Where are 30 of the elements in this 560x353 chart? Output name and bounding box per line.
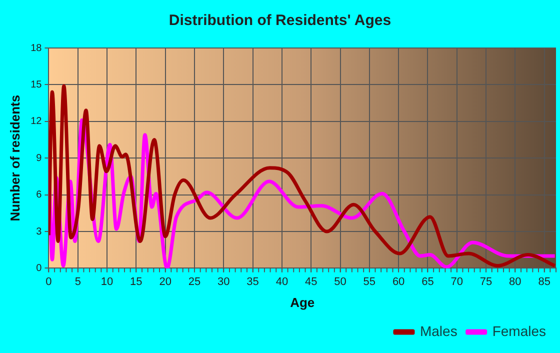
- x-tick-label: 65: [422, 276, 434, 288]
- x-tick-label: 45: [304, 276, 318, 288]
- x-tick-label: 50: [334, 276, 346, 288]
- x-axis-title: Age: [290, 294, 315, 310]
- x-tick-label: 60: [392, 276, 405, 288]
- y-tick-label: 3: [36, 226, 42, 238]
- x-tick-label: 35: [246, 276, 259, 288]
- x-tick-label: 10: [100, 276, 114, 288]
- y-tick-label: 9: [36, 152, 42, 164]
- legend-label: Females: [492, 322, 546, 339]
- x-tick-label: 30: [218, 276, 230, 288]
- x-tick-label: 75: [480, 276, 492, 288]
- y-tick-label: 6: [36, 190, 42, 201]
- y-tick-label: 15: [30, 79, 42, 90]
- x-tick-label: 25: [188, 276, 201, 288]
- chart-title: Distribution of Residents' Ages: [168, 12, 392, 30]
- x-tick-label: 20: [159, 276, 172, 288]
- x-tick-label: 0: [46, 276, 52, 288]
- x-tick-label: 15: [130, 276, 142, 288]
- x-tick-label: 85: [538, 276, 550, 288]
- x-tick-label: 5: [74, 276, 81, 288]
- y-tick-label: 0: [36, 262, 42, 274]
- x-tick-label: 80: [509, 276, 522, 288]
- x-tick-label: 40: [276, 276, 288, 288]
- x-tick-label: 70: [450, 276, 463, 288]
- legend-label: Males: [420, 322, 458, 339]
- y-tick-label: 12: [30, 116, 42, 128]
- y-axis-title: Number of residents: [7, 94, 22, 222]
- x-tick-label: 55: [363, 276, 376, 288]
- y-tick-label: 18: [30, 42, 42, 54]
